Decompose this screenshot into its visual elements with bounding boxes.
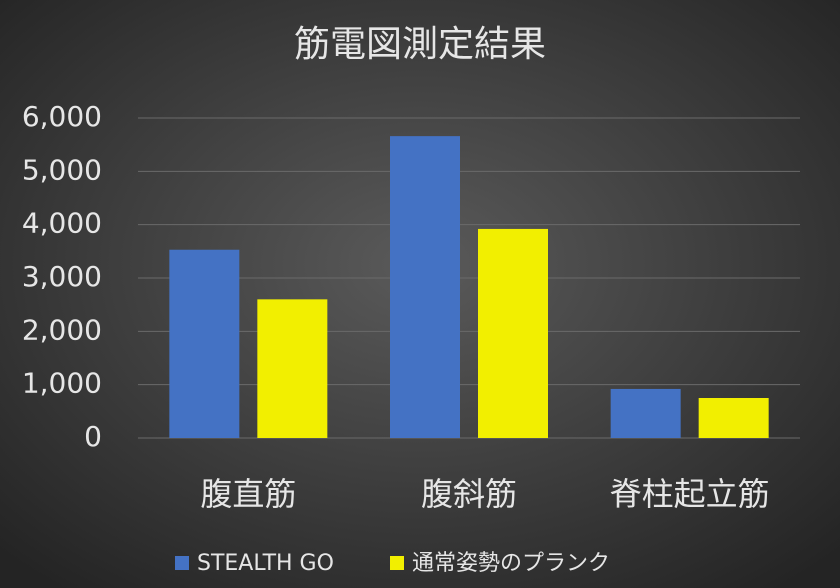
- y-tick-label: 0: [84, 420, 102, 453]
- y-tick-label: 4,000: [22, 207, 102, 240]
- legend-label: 通常姿勢のプランク: [412, 551, 610, 576]
- y-tick-label: 5,000: [22, 153, 102, 186]
- legend-swatch: [390, 556, 404, 570]
- legend-swatch: [175, 556, 189, 570]
- bar: [390, 136, 460, 438]
- bar: [478, 228, 548, 438]
- bar: [257, 299, 328, 438]
- bar: [610, 388, 681, 438]
- y-tick-label: 1,000: [22, 367, 102, 400]
- y-tick-label: 3,000: [22, 260, 102, 293]
- y-tick-label: 6,000: [22, 100, 102, 133]
- x-tick-label: 腹直筋: [200, 475, 296, 513]
- legend-label: STEALTH GO: [197, 551, 334, 576]
- bar: [169, 249, 240, 438]
- chart-title: 筋電図測定結果: [294, 24, 546, 65]
- x-tick-label: 脊柱起立筋: [610, 475, 770, 513]
- y-tick-label: 2,000: [22, 313, 102, 346]
- x-tick-label: 腹斜筋: [421, 475, 517, 513]
- bar: [698, 398, 769, 438]
